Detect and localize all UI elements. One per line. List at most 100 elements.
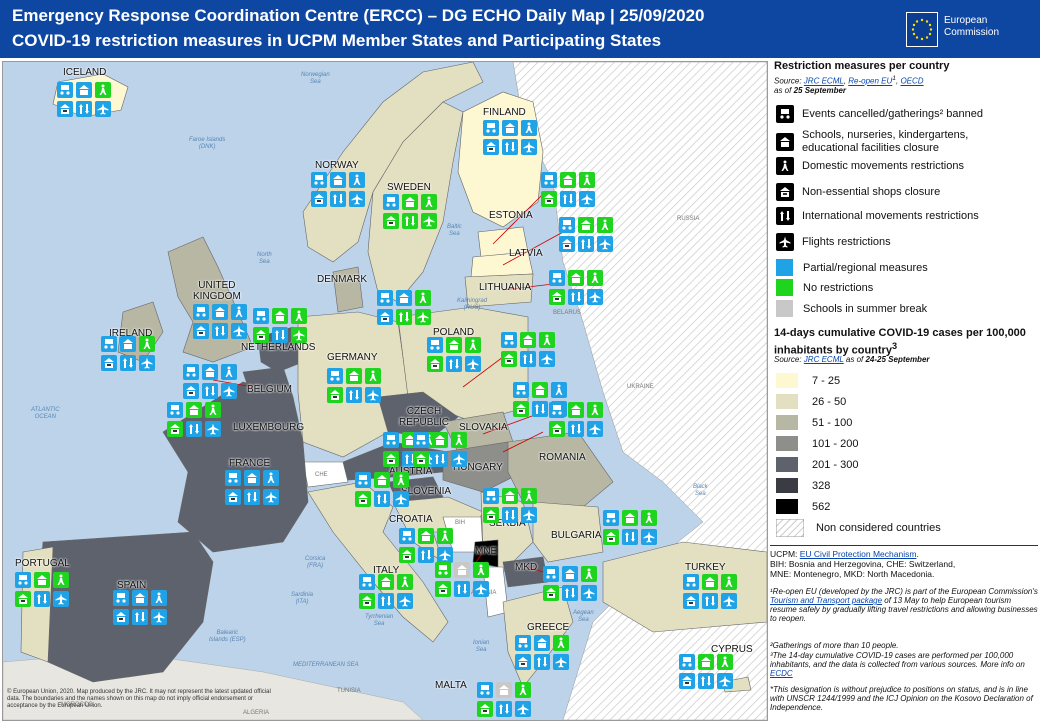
school-icon — [562, 566, 578, 582]
partial-swatch — [776, 259, 793, 276]
school-icon — [496, 682, 512, 698]
events-icon — [683, 574, 699, 590]
measure-legend-row: Flights restrictions — [776, 233, 891, 251]
country-measures-grid — [549, 270, 603, 305]
school-icon — [534, 635, 550, 651]
country-label: MALTA — [435, 680, 467, 691]
events-icon — [541, 172, 557, 188]
sea-label: Sardinia (ITA) — [291, 592, 314, 605]
map-title: Emergency Response Coordination Centre (… — [12, 6, 705, 25]
source-link-oecd[interactable]: OECD — [900, 76, 924, 86]
arrows-icon — [272, 327, 288, 343]
summer-swatch — [776, 300, 793, 317]
events-icon — [483, 488, 499, 504]
country-label: ESTONIA — [489, 210, 533, 221]
plane-icon — [151, 609, 167, 625]
school-icon — [346, 368, 362, 384]
events-icon — [113, 590, 129, 606]
source-prefix: Source: — [774, 76, 804, 86]
ucpm-link[interactable]: EU Civil Protection Mechanism — [799, 549, 917, 559]
school-icon — [330, 172, 346, 188]
arrows-icon — [120, 355, 136, 371]
plane-icon — [641, 529, 657, 545]
note3-link[interactable]: ECDC — [770, 669, 793, 678]
cases-class-row: 328 — [776, 478, 830, 493]
sea-label: Faroe Islands (DNK) — [189, 137, 226, 150]
plane-icon — [451, 451, 467, 467]
source-link-jrc[interactable]: JRC ECML — [803, 76, 844, 86]
measure-label: Schools, nurseries, kindergartens, educa… — [802, 129, 969, 154]
school-icon — [698, 654, 714, 670]
legend-summer: Schools in summer break — [776, 300, 927, 317]
shop-icon — [435, 581, 451, 597]
eu-logo-text: European Commission — [944, 15, 999, 39]
country-measures-grid — [15, 572, 69, 607]
shop-icon — [513, 401, 529, 417]
sea-label: Tyrrhenian Sea — [365, 614, 394, 627]
country-measures-grid — [483, 488, 537, 523]
europe-map[interactable]: Norwegian Sea Faroe Islands (DNK) North … — [2, 61, 768, 721]
walker-icon — [473, 562, 489, 578]
country-label: NORWAY — [315, 160, 359, 171]
shop-icon — [311, 191, 327, 207]
arrows-icon — [132, 609, 148, 625]
mkd-shape — [502, 556, 549, 588]
country-label: PORTUGAL — [15, 558, 70, 569]
events-icon — [377, 290, 393, 306]
country-measures-grid — [355, 472, 409, 507]
shop-icon — [603, 529, 619, 545]
plane-icon — [221, 383, 237, 399]
shop-icon — [355, 491, 371, 507]
shop-icon — [543, 585, 559, 601]
walker-icon — [597, 217, 613, 233]
shop-icon — [679, 673, 695, 689]
arrows-icon — [502, 507, 518, 523]
note3-text: ³The 14-day cumulative COVID-19 cases ar… — [770, 651, 1025, 669]
shop-icon — [549, 289, 565, 305]
country-measures-grid — [427, 337, 481, 372]
arrows-icon — [402, 213, 418, 229]
legend-none: No restrictions — [776, 279, 873, 296]
bulgaria-shape — [532, 501, 604, 563]
shop-icon — [559, 236, 575, 252]
country-measures-grid — [167, 402, 221, 437]
country-label: BULGARIA — [551, 530, 602, 541]
abbr-line2: MNE: Montenegro, MKD: North Macedonia. — [770, 569, 935, 579]
shop-icon — [167, 421, 183, 437]
country-measures-grid — [435, 562, 489, 597]
legend-title: Restriction measures per country — [774, 60, 950, 72]
note1-link[interactable]: Tourism and Transport package — [770, 596, 883, 605]
country-measures-grid — [413, 432, 467, 467]
arrows-icon — [374, 491, 390, 507]
plane-icon — [521, 507, 537, 523]
measure-legend-row: Non-essential shops closure — [776, 183, 940, 201]
country-measures-grid — [541, 172, 595, 207]
arrows-icon — [454, 581, 470, 597]
events-icon — [311, 172, 327, 188]
summer-label: Schools in summer break — [803, 302, 928, 315]
note-1: ¹Re-open EU (developed by the JRC) is pa… — [770, 587, 1038, 623]
shop-icon — [377, 309, 393, 325]
cases-class-row: 201 - 300 — [776, 457, 858, 472]
walker-icon — [521, 120, 537, 136]
map-credit: © European Union, 2020. Map produced by … — [7, 689, 271, 709]
cases-source-link[interactable]: JRC ECML — [803, 355, 844, 364]
walker-icon — [53, 572, 69, 588]
country-measures-grid — [193, 304, 247, 339]
walker-icon — [581, 566, 597, 582]
country-label: SPAIN — [117, 580, 147, 591]
arrows-icon — [502, 139, 518, 155]
shop-icon — [501, 351, 517, 367]
country-label: IRELAND — [109, 328, 153, 339]
walker-icon — [95, 82, 111, 98]
arrows-icon — [432, 451, 448, 467]
events-icon — [427, 337, 443, 353]
country-measures-grid — [101, 336, 155, 371]
sea-label: Balearic Islands (ESP) — [209, 630, 246, 643]
walker-icon — [151, 590, 167, 606]
source-link-reopen[interactable]: Re-open EU — [848, 76, 893, 86]
arrows-icon — [776, 207, 794, 225]
country-label: ROMANIA — [539, 452, 586, 463]
note-2: ²Gatherings of more than 10 people. — [770, 641, 899, 650]
events-icon — [549, 402, 565, 418]
